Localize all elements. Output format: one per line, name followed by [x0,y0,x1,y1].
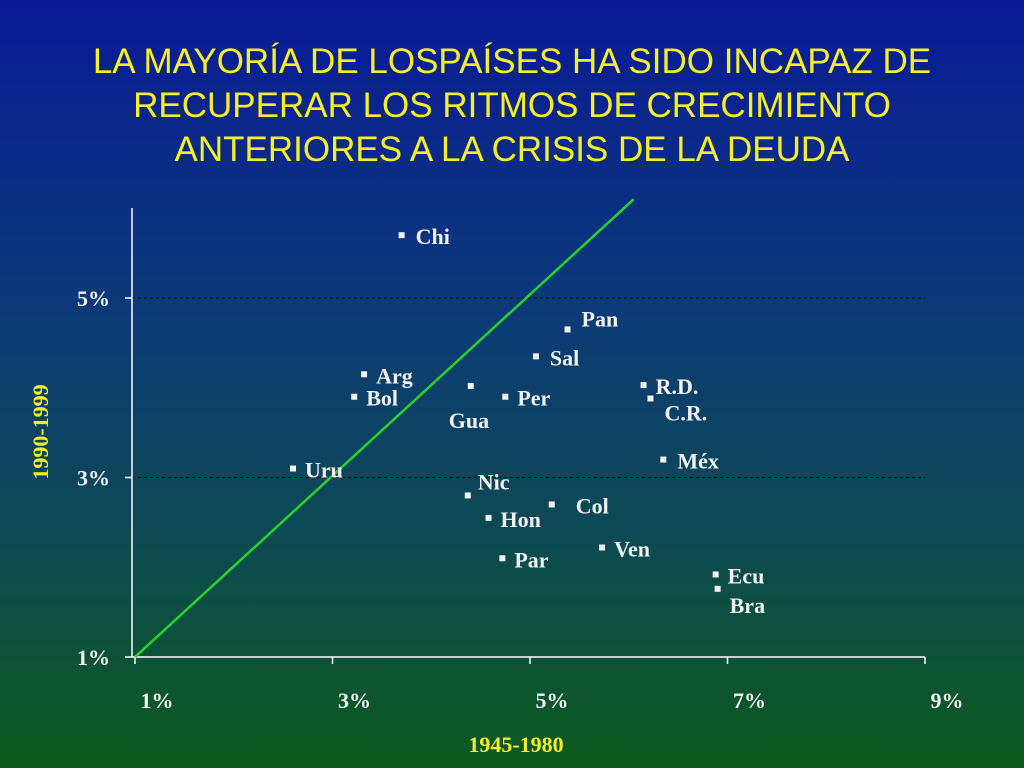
point-uru [290,465,296,472]
point-cr [647,395,654,402]
point-col [548,501,555,508]
x-axis-label: 1945-1980 [468,732,563,757]
reference-line [134,198,635,658]
title-line-1: LA MAYORÍA DE LOSPAÍSES HA SIDO INCAPAZ … [92,42,932,81]
reference-line-layer [134,198,635,658]
point-label-par: Par [514,547,548,572]
point-ven [599,544,606,551]
grid-layer [132,297,925,478]
point-label-cr: C.R. [664,401,707,426]
point-par [499,555,506,562]
point-chi [398,232,405,239]
point-sal [532,353,539,360]
point-pan [564,326,571,333]
y-tick-label-1: 3% [77,466,110,491]
x-tick-label-0: 1% [141,688,174,713]
point-label-bol: Bol [366,386,398,411]
point-label-hon: Hon [501,507,541,532]
point-label-ecu: Ecu [728,563,765,588]
y-axis-label: 1990-1999 [28,384,53,479]
point-ecu [712,571,719,578]
point-label-chi: Chi [416,224,450,249]
point-label-col: Col [576,493,609,518]
point-rd [640,382,647,389]
point-label-nic: Nic [478,469,510,494]
x-tick-label-2: 5% [536,688,569,713]
point-label-mx: Méx [677,449,719,474]
y-tick-label-2: 5% [77,286,110,311]
x-tick-label-4: 9% [931,688,964,713]
point-per [502,393,509,400]
point-hon [485,514,492,521]
x-tick-label-1: 3% [338,688,371,713]
point-label-arg: Arg [376,363,413,388]
axis-layer: 1% 3% 5% 1% 3% 5% 7% 9% [77,208,964,713]
point-label-per: Per [517,386,550,411]
y-tick-label-0: 1% [77,645,110,670]
point-gua [467,382,474,389]
point-arg [361,371,368,378]
point-label-ven: Ven [614,537,650,562]
point-label-bra: Bra [730,593,765,618]
point-bra [714,585,721,592]
point-label-gua: Gua [449,408,489,433]
point-label-rd: R.D. [656,374,699,399]
point-label-uru: Uru [305,458,343,483]
point-label-sal: Sal [550,345,579,370]
point-nic [464,492,471,499]
slide-title: LA MAYORÍA DE LOSPAÍSES HA SIDO INCAPAZ … [0,40,1024,172]
x-tick-label-3: 7% [733,688,766,713]
title-line-2: RECUPERAR LOS RITMOS DE CRECIMIENTO [133,86,891,125]
point-label-pan: Pan [582,306,619,331]
title-line-3: ANTERIORES A LA CRISIS DE LA DEUDA [174,130,850,169]
point-mx [660,456,667,463]
point-bol [351,393,358,400]
